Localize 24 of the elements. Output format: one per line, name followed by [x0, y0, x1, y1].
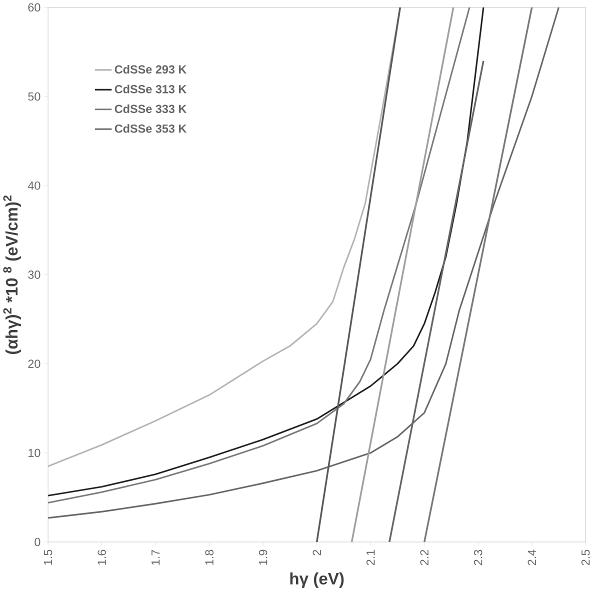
x-axis-title: hγ (eV) — [290, 572, 344, 588]
y-tick-label: 0 — [34, 538, 40, 546]
y-axis-title: (αhγ)$^{2}$ *10 $^{8}$ (eV/cm)$^{2}$ — [3, 195, 21, 354]
x-tick-label: 2 — [312, 550, 321, 556]
y-tick-label: 30 — [28, 270, 40, 279]
y-tick-label: 60 — [28, 3, 40, 12]
x-tick-label: 2.5 — [581, 550, 590, 566]
x-tick-label: 1.8 — [205, 550, 214, 565]
x-tick-label: 1.6 — [98, 550, 106, 565]
x-tick-label: 2.3 — [474, 550, 482, 566]
legend-label: CdSSe 353 K — [114, 124, 187, 133]
legend-label: CdSSe 313 K — [114, 84, 187, 94]
y-tick-label: 10 — [28, 448, 40, 457]
legend-label: CdSSe 333 K — [114, 104, 187, 114]
x-tick-label: 1.9 — [258, 550, 268, 565]
x-tick-label: 2.2 — [420, 550, 428, 566]
y-tick-label: 50 — [28, 92, 40, 101]
x-tick-label: 1.7 — [152, 550, 160, 565]
y-tick-label: 20 — [28, 360, 40, 368]
y-tick-label: 40 — [28, 181, 40, 190]
x-tick-label: 2.4 — [528, 550, 536, 566]
x-tick-label: 2.1 — [366, 550, 375, 566]
x-tick-label: 1.5 — [44, 550, 52, 565]
legend-label: CdSSe 293 K — [114, 64, 187, 74]
